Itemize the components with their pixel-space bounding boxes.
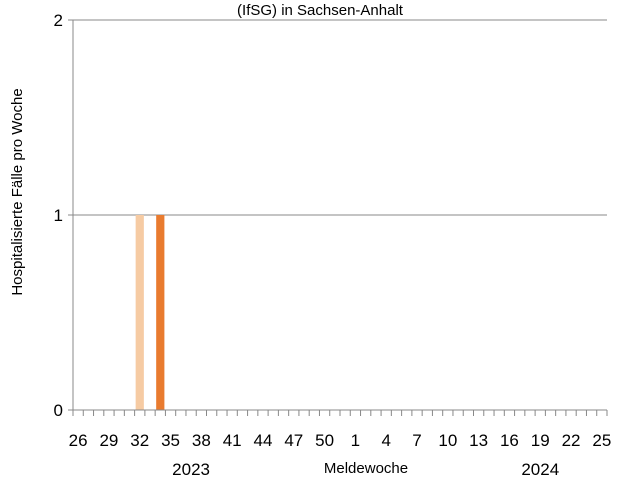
x-tick-label-26: 26: [69, 431, 88, 450]
bars: [135, 215, 165, 410]
x-tick-label-16: 16: [500, 431, 519, 450]
x-axis-label: Meldewoche: [324, 460, 408, 477]
x-tick-label-38: 38: [192, 431, 211, 450]
x-tick-label-32: 32: [130, 431, 149, 450]
x-tick-label-10: 10: [438, 431, 457, 450]
x-tick-label-44: 44: [254, 431, 273, 450]
bar-series1-week-32: [135, 215, 144, 410]
year-label-2024: 2024: [521, 460, 559, 477]
x-tick-label-13: 13: [469, 431, 488, 450]
y-axis-label: Hospitalisierte Fälle pro Woche: [9, 88, 26, 295]
gridlines: [73, 19, 607, 216]
year-label-2023: 2023: [172, 460, 210, 477]
x-tick-label-4: 4: [381, 431, 390, 450]
x-tick-label-35: 35: [161, 431, 180, 450]
chart-title: (IfSG) in Sachsen-Anhalt: [237, 2, 404, 19]
x-tick-label-47: 47: [284, 431, 303, 450]
x-tick-label-29: 29: [99, 431, 118, 450]
x-tick-label-50: 50: [315, 431, 334, 450]
y-tick-label-0: 0: [54, 401, 63, 420]
y-tick-label-2: 2: [54, 11, 63, 30]
x-tick-label-19: 19: [531, 431, 550, 450]
x-tick-label-7: 7: [412, 431, 421, 450]
x-tick-label-25: 25: [592, 431, 611, 450]
bar-series2-week-34: [156, 215, 165, 410]
x-tick-label-41: 41: [223, 431, 242, 450]
axes: [68, 19, 608, 416]
y-tick-label-1: 1: [54, 206, 63, 225]
x-tick-label-22: 22: [562, 431, 581, 450]
x-tick-label-1: 1: [351, 431, 360, 450]
